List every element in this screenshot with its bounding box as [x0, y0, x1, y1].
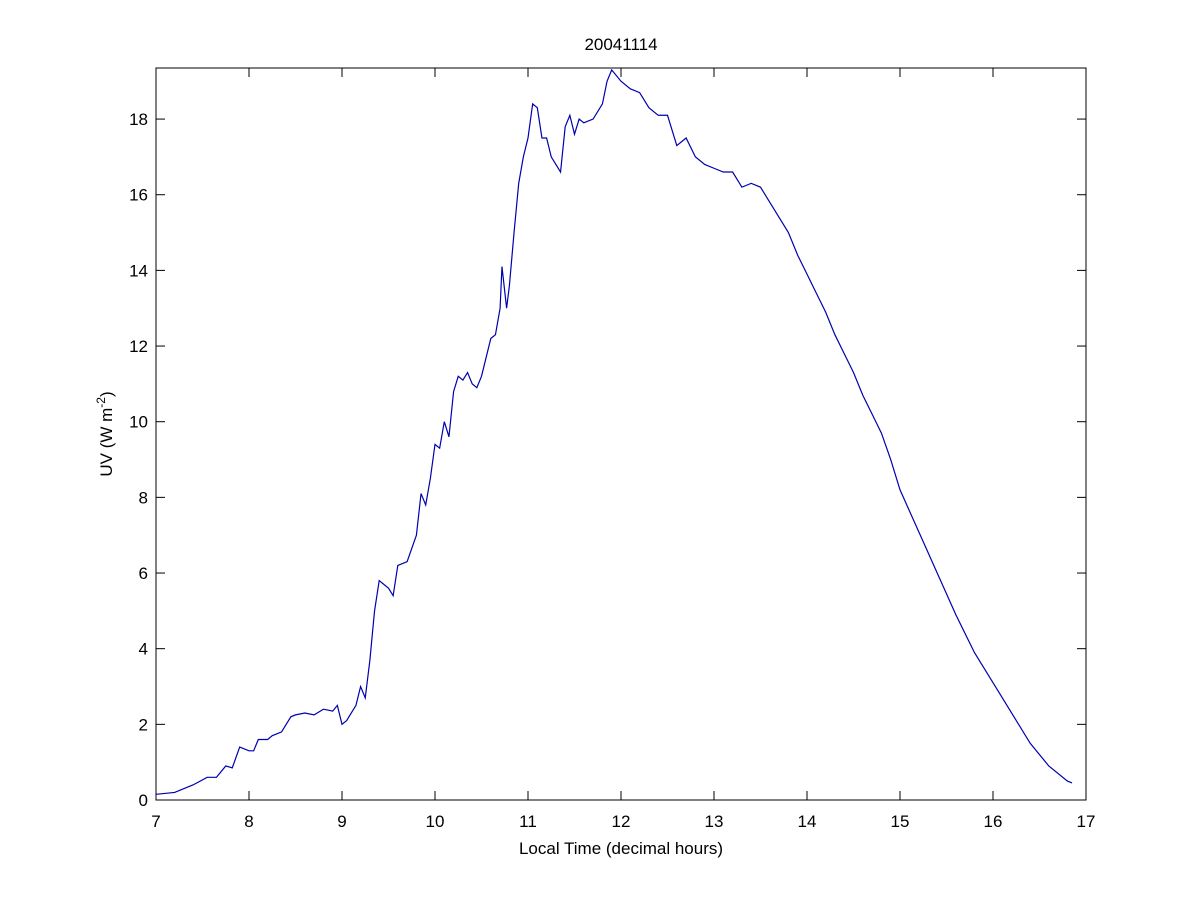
x-tick-label: 10: [426, 812, 445, 831]
x-axis-label: Local Time (decimal hours): [519, 839, 723, 858]
y-tick-label: 16: [129, 186, 148, 205]
x-tick-label: 13: [705, 812, 724, 831]
x-tick-label: 17: [1077, 812, 1096, 831]
x-tick-label: 9: [337, 812, 346, 831]
y-tick-label: 8: [139, 488, 148, 507]
y-tick-label: 2: [139, 715, 148, 734]
y-axis-label-end: ): [97, 391, 116, 397]
y-tick-label: 0: [139, 791, 148, 810]
y-axis-label: UV (W m-2): [94, 391, 116, 476]
chart-title: 20041114: [584, 35, 657, 54]
y-axis-label-superscript: -2: [94, 397, 108, 408]
y-tick-label: 14: [129, 261, 148, 280]
x-tick-label: 11: [519, 812, 537, 831]
y-tick-label: 12: [129, 337, 148, 356]
y-axis-label-main: UV (W m: [97, 408, 116, 477]
x-tick-label: 8: [244, 812, 253, 831]
x-tick-label: 15: [891, 812, 910, 831]
x-tick-label: 16: [984, 812, 1003, 831]
y-tick-label: 10: [129, 413, 148, 432]
x-tick-label: 12: [612, 812, 631, 831]
x-tick-label: 14: [798, 812, 817, 831]
data-line: [155, 68, 1073, 795]
y-tick-label: 18: [129, 110, 148, 129]
x-tick-label: 7: [151, 812, 160, 831]
y-tick-label: 4: [139, 640, 148, 659]
y-tick-label: 6: [139, 564, 148, 583]
